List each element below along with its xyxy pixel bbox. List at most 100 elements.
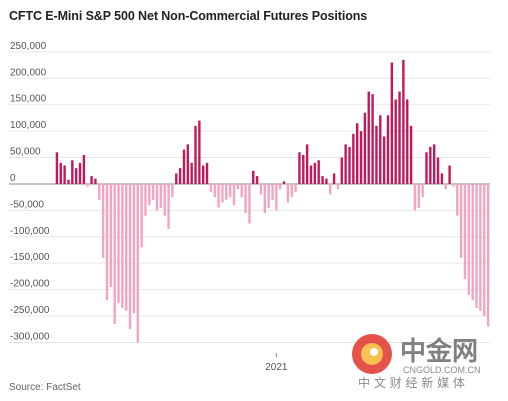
bar (128, 183, 132, 330)
gridlines (9, 51, 490, 343)
bar (240, 183, 243, 198)
bar (74, 168, 78, 184)
bar (55, 152, 59, 184)
bar (259, 183, 263, 195)
bar (78, 162, 82, 184)
bar (463, 183, 467, 280)
bar (309, 165, 313, 184)
y-tick-label: 100,000 (10, 120, 47, 131)
chart-source: Source: FactSet (9, 382, 81, 393)
bar (359, 131, 363, 184)
bar (425, 152, 428, 184)
bar (59, 162, 62, 184)
bar (105, 183, 109, 301)
bar (417, 183, 420, 208)
bar (382, 136, 386, 184)
bar (340, 157, 343, 184)
chart-title: CFTC E-Mini S&P 500 Net Non-Commercial F… (9, 9, 368, 23)
bar (178, 168, 182, 184)
bar (432, 144, 436, 184)
watermark: 中金网 CNGOLD.COM.CN 中 文 财 经 新 媒 体 (352, 334, 481, 390)
bar (159, 183, 163, 208)
watermark-url: CNGOLD.COM.CN (403, 365, 481, 375)
y-tick-label: 0 (10, 173, 16, 184)
bar (71, 160, 74, 184)
bar (236, 183, 240, 190)
bar (483, 183, 486, 317)
y-axis-ticks: 250,000 200,000 150,000 100,000 50,000 0 -50,0… (10, 41, 50, 343)
bar (213, 183, 216, 198)
bar (117, 183, 120, 303)
x-axis-ticks: 2021 (265, 353, 288, 373)
bar (144, 183, 147, 216)
bar (151, 183, 155, 200)
bar (132, 183, 136, 314)
bar (194, 125, 197, 184)
bar (486, 183, 490, 327)
bar (94, 178, 97, 184)
bar (367, 91, 370, 184)
bar (467, 183, 471, 295)
bar (252, 170, 255, 184)
y-tick-label: -300,000 (10, 331, 50, 342)
bar (248, 183, 251, 224)
bar (205, 162, 209, 184)
bar (406, 99, 409, 184)
bar (436, 157, 440, 184)
y-tick-label: 150,000 (10, 94, 47, 105)
bar (198, 120, 201, 184)
watermark-tagline: 中 文 财 经 新 媒 体 (358, 375, 465, 390)
watermark-name: 中金网 (400, 336, 478, 367)
bar (348, 147, 351, 184)
bar (186, 144, 190, 184)
bar (363, 112, 367, 184)
bar (279, 183, 282, 190)
bar (371, 94, 374, 184)
bar (459, 183, 463, 258)
bar (163, 183, 166, 216)
y-tick-label: 50,000 (10, 147, 41, 158)
bar (86, 183, 89, 187)
bar (329, 183, 332, 195)
y-tick-label: -150,000 (10, 252, 50, 263)
bar (302, 154, 305, 184)
bar (82, 154, 86, 184)
bar (429, 147, 432, 184)
bar (409, 125, 413, 184)
bar (448, 165, 451, 184)
bar (386, 115, 390, 184)
bar (255, 176, 259, 184)
bar (109, 183, 113, 287)
bar (67, 179, 70, 184)
bar (394, 99, 397, 184)
bar (225, 183, 228, 200)
bar (375, 125, 378, 184)
bar (294, 183, 297, 192)
bar (267, 183, 270, 208)
bar (98, 183, 101, 200)
bar (202, 165, 205, 184)
bar (155, 183, 159, 211)
bar (317, 160, 320, 184)
bar (221, 183, 224, 203)
bar (352, 133, 355, 184)
bar (305, 144, 309, 184)
bar (440, 173, 444, 184)
bar (479, 183, 482, 311)
bar (101, 183, 105, 258)
bar (136, 183, 139, 343)
bar (390, 62, 394, 184)
bar (63, 165, 66, 184)
y-tick-label: 200,000 (10, 67, 47, 78)
y-tick-label: 250,000 (10, 41, 47, 52)
bar (171, 183, 174, 198)
bar (336, 183, 340, 190)
bar (175, 173, 178, 184)
bar (282, 181, 286, 184)
bar (121, 183, 124, 309)
bar (209, 183, 213, 192)
bar (402, 59, 405, 184)
y-tick-label: -50,000 (10, 199, 44, 210)
bar (444, 183, 447, 190)
